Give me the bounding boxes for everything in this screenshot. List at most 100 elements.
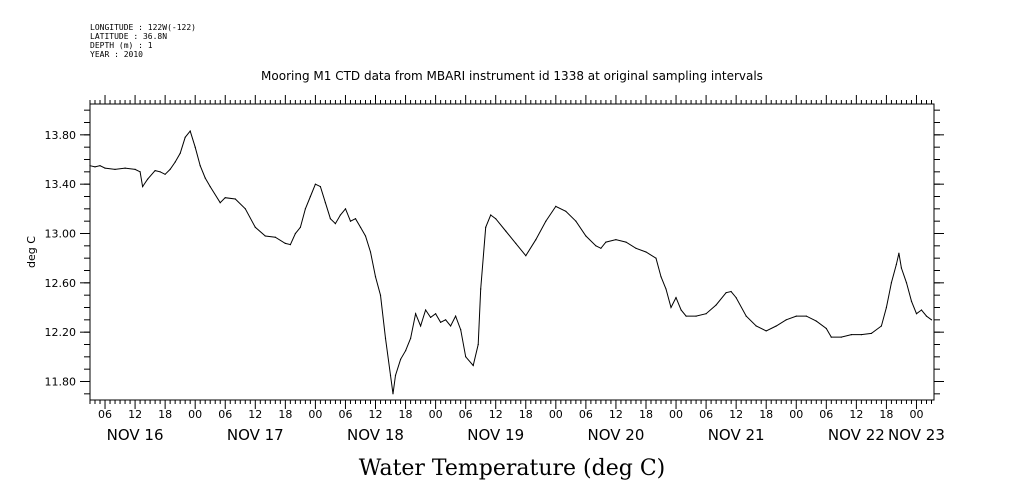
x-tick-label: 00	[549, 408, 563, 421]
data-point	[825, 327, 827, 330]
data-points	[89, 130, 933, 395]
x-tick-label: 18	[759, 408, 773, 421]
data-point	[339, 214, 341, 216]
data-point	[545, 220, 547, 222]
x-tick-label: 12	[729, 408, 743, 421]
data-point	[329, 218, 331, 220]
data-point	[379, 294, 382, 296]
data-point	[495, 218, 497, 220]
x-tick-label: 18	[879, 408, 893, 421]
data-point	[655, 257, 657, 259]
data-point	[930, 319, 933, 321]
x-tick-label: 00	[669, 408, 683, 421]
data-point	[490, 214, 492, 216]
data-point	[324, 202, 326, 204]
data-point	[635, 247, 637, 249]
data-point	[392, 393, 394, 395]
x-tick-label: 00	[308, 408, 322, 421]
data-point	[870, 332, 873, 334]
x-axis: 06 12 18 00 06 12 18 00 06 12 18 00 06 12 18 00 06 12 18 00…	[89, 95, 945, 444]
data-point	[104, 167, 106, 169]
data-point	[400, 358, 402, 360]
data-point	[264, 235, 266, 237]
day-label: NOV 20	[587, 426, 644, 444]
data-point	[209, 186, 211, 188]
data-point	[585, 235, 587, 237]
data-point	[384, 337, 387, 339]
data-point	[124, 167, 126, 169]
data-point	[830, 336, 832, 338]
data-point	[745, 315, 747, 317]
data-point	[234, 198, 236, 200]
data-point	[334, 223, 336, 225]
data-point	[775, 325, 777, 327]
y-tick-label: 12.60	[45, 277, 77, 290]
data-point	[460, 329, 462, 331]
data-point	[600, 247, 602, 249]
data-point	[184, 136, 186, 138]
data-point	[364, 235, 367, 237]
data-point	[595, 245, 597, 247]
data-point	[840, 336, 842, 338]
data-point	[860, 334, 863, 336]
x-tick-label: 00	[429, 408, 443, 421]
data-point	[450, 325, 452, 327]
data-point	[660, 276, 662, 278]
x-tick-label: 06	[98, 408, 112, 421]
data-point	[294, 232, 296, 235]
data-point	[680, 309, 682, 311]
header-block: LONGITUDE : 122W(-122) LATITUDE : 36.8N …	[90, 23, 196, 59]
series-line	[89, 130, 932, 394]
data-point	[670, 306, 672, 309]
data-point	[730, 290, 732, 293]
depth-text: DEPTH (m) : 1	[90, 41, 153, 50]
data-point	[420, 325, 422, 327]
x-tick-label: 18	[519, 408, 533, 421]
data-point	[525, 255, 527, 257]
data-point	[815, 320, 817, 322]
data-point	[314, 183, 316, 185]
data-point	[665, 288, 667, 290]
data-point	[805, 315, 807, 317]
data-point	[415, 313, 417, 315]
data-point	[139, 171, 141, 173]
data-point	[94, 166, 96, 168]
y-tick-label: 13.00	[45, 228, 77, 241]
chart-title: Mooring M1 CTD data from MBARI instrumen…	[261, 69, 763, 83]
y-axis: 13.80 13.40 13.00 12.60 12.20 11.80	[45, 109, 944, 395]
data-point	[405, 350, 407, 352]
y-axis-label: deg C	[25, 236, 38, 268]
x-tick-label: 18	[158, 408, 172, 421]
data-point	[455, 315, 457, 317]
data-point	[224, 197, 226, 199]
data-point	[755, 325, 757, 327]
data-point	[309, 195, 311, 198]
x-tick-label: 12	[128, 408, 142, 421]
x-tick-label: 18	[399, 408, 413, 421]
day-label: NOV 21	[708, 426, 765, 444]
day-label: NOV 22	[828, 426, 885, 444]
x-tick-label: 00	[188, 408, 202, 421]
y-tick-label: 11.80	[45, 376, 77, 389]
x-tick-label: 06	[338, 408, 352, 421]
data-point	[410, 337, 412, 339]
data-point	[154, 170, 156, 172]
data-point	[374, 276, 377, 278]
data-point	[169, 168, 171, 170]
data-point	[354, 218, 357, 220]
data-point	[685, 315, 687, 317]
data-point	[472, 364, 474, 367]
data-point	[199, 165, 201, 167]
data-point	[289, 244, 291, 246]
data-point	[485, 226, 487, 228]
data-point	[715, 304, 717, 306]
data-point	[219, 202, 221, 204]
data-point	[304, 208, 306, 210]
data-point	[189, 130, 191, 132]
data-point	[890, 282, 893, 284]
data-point	[535, 239, 537, 241]
data-point	[615, 239, 617, 241]
data-point	[349, 220, 352, 222]
data-point	[134, 168, 136, 170]
